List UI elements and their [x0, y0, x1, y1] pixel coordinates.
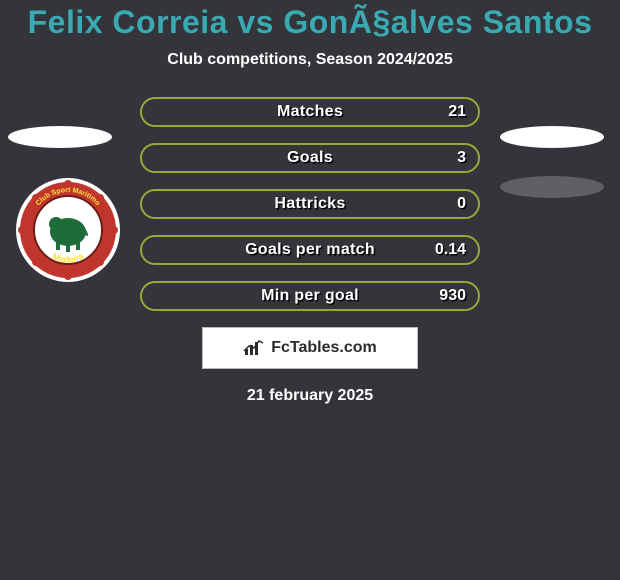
stat-row: Hattricks0 [140, 189, 480, 219]
stat-label: Matches [142, 103, 478, 121]
bar-chart-icon [243, 339, 265, 357]
stat-value-left: 0.14 [435, 241, 466, 259]
club-badge-maritimo: Club Sport Maritimo Madeira [16, 178, 120, 282]
stat-row: Min per goal930 [140, 281, 480, 311]
stat-row: Goals per match0.14 [140, 235, 480, 265]
fctables-logo-box: FcTables.com [202, 327, 418, 369]
page-subtitle: Club competitions, Season 2024/2025 [0, 51, 620, 69]
date-text: 21 february 2025 [0, 387, 620, 405]
stat-value-left: 3 [457, 149, 466, 167]
stat-value-left: 930 [439, 287, 466, 305]
player-oval-left-0 [8, 126, 112, 148]
player-oval-right-0 [500, 126, 604, 148]
stat-label: Min per goal [142, 287, 478, 305]
stat-value-left: 21 [448, 103, 466, 121]
player-oval-right-1 [500, 176, 604, 198]
fctables-logo-text: FcTables.com [271, 339, 377, 357]
stat-bars: Matches21 Goals3 Hattricks0 Goals per match… [140, 97, 480, 311]
stats-area: Club Sport Maritimo Madeira Matches21 Goa… [0, 97, 620, 311]
page-title: Felix Correia vs GonÃ§alves Santos [0, 0, 620, 41]
stat-value-left: 0 [457, 195, 466, 213]
stat-label: Goals [142, 149, 478, 167]
stat-row: Goals3 [140, 143, 480, 173]
stat-label: Hattricks [142, 195, 478, 213]
stat-row: Matches21 [140, 97, 480, 127]
stat-label: Goals per match [142, 241, 478, 259]
